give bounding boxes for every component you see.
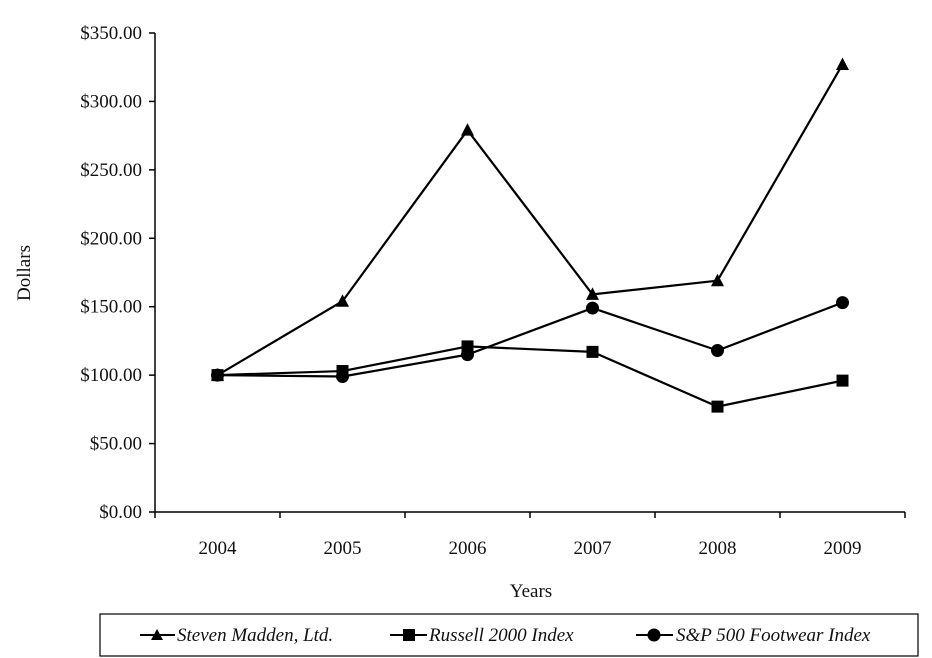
legend-label-2: S&P 500 Footwear Index — [676, 625, 871, 646]
y-tick-label: $300.00 — [80, 91, 142, 112]
legend-marker-triangle — [151, 629, 163, 640]
data-point-triangle — [336, 294, 349, 307]
legend-label-0: Steven Madden, Ltd. — [177, 625, 333, 646]
x-tick-label: 2008 — [699, 538, 737, 559]
data-point-circle — [711, 344, 724, 358]
series-line — [217, 345, 843, 408]
data-point-square — [586, 345, 599, 358]
data-point-square — [711, 400, 724, 413]
y-tick-label: $200.00 — [80, 228, 142, 249]
legend-marker-circle — [647, 628, 661, 642]
data-point-circle — [336, 370, 349, 384]
legend-box — [99, 613, 919, 657]
series-2 — [211, 296, 849, 384]
data-point-circle — [211, 368, 224, 382]
y-tick-label: $150.00 — [80, 297, 142, 318]
y-tick-label: $0.00 — [99, 502, 142, 523]
data-point-circle — [836, 296, 849, 310]
data-point-circle — [461, 348, 474, 362]
x-tick-label: 2007 — [574, 538, 612, 559]
y-tick-label: $100.00 — [80, 365, 142, 386]
legend-label-1: Russell 2000 Index — [428, 625, 574, 646]
data-point-triangle — [586, 287, 599, 300]
data-point-triangle — [711, 273, 724, 287]
y-tick-label: $250.00 — [80, 160, 142, 181]
legend-marker-square — [403, 629, 415, 641]
x-tick-label: 2005 — [324, 538, 362, 559]
x-axis-title: Years — [510, 581, 552, 602]
y-tick-label: $350.00 — [80, 23, 142, 44]
x-axis-ticks: 2004 2005 2006 2007 2008 2009 — [154, 512, 906, 559]
data-point-circle — [586, 301, 599, 315]
y-tick-label: $50.00 — [90, 434, 142, 455]
x-tick-label: 2004 — [199, 538, 238, 559]
series-group — [211, 57, 849, 413]
legend: Steven Madden, Ltd. Russell 2000 Index S… — [99, 613, 919, 657]
data-point-square — [836, 374, 849, 387]
y-axis-title: Dollars — [14, 245, 35, 301]
y-axis-ticks: $0.00 $50.00 $100.00 $150.00 $200.00 $250.00 $… — [80, 23, 155, 523]
series-line — [216, 63, 844, 377]
data-point-triangle — [836, 57, 849, 70]
data-point-triangle — [461, 123, 474, 136]
x-tick-label: 2009 — [824, 538, 862, 559]
x-tick-label: 2006 — [449, 538, 487, 559]
axes — [154, 33, 905, 513]
series-line — [217, 301, 843, 378]
